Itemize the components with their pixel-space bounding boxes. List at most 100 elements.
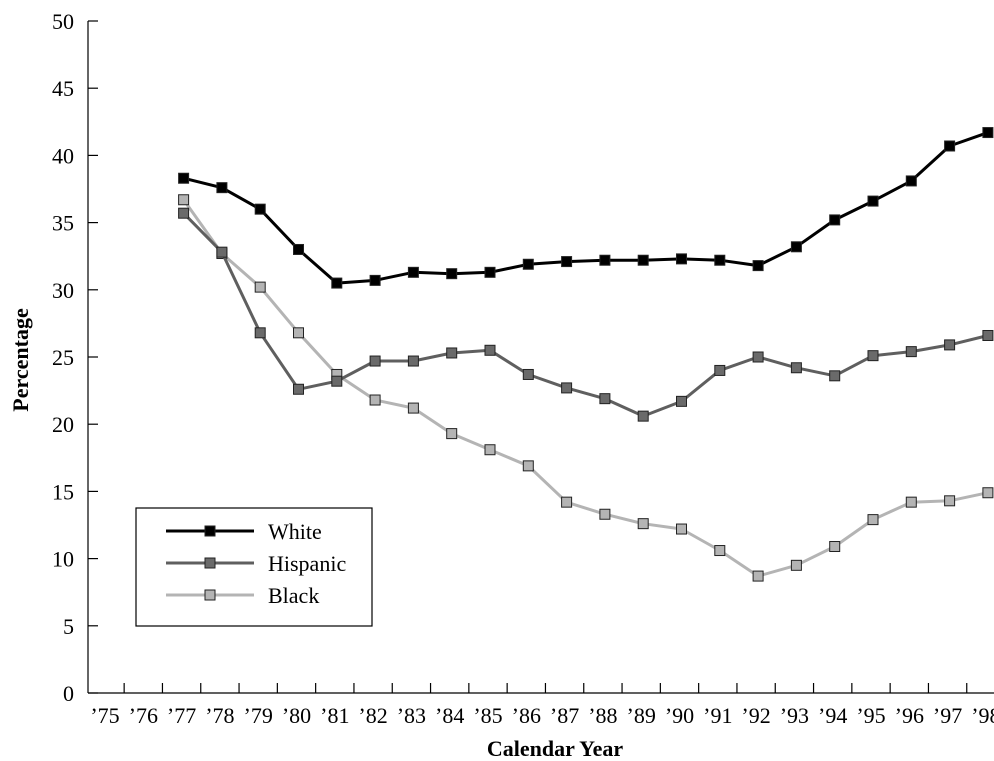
- x-tick-label: ’78: [205, 703, 234, 728]
- data-point-hispanic: [867, 350, 879, 362]
- legend-box: [135, 507, 373, 627]
- data-point-hispanic: [484, 344, 496, 356]
- data-point-white: [331, 277, 343, 289]
- legend-label-black: Black: [268, 583, 319, 608]
- y-tick-label: 50: [52, 9, 74, 34]
- y-axis-title: Percentage: [8, 308, 33, 412]
- data-point-black: [752, 570, 764, 582]
- data-point-hispanic: [905, 346, 917, 358]
- x-tick-label: ’88: [588, 703, 617, 728]
- data-point-black: [522, 460, 534, 472]
- y-tick-label: 35: [52, 211, 74, 236]
- legend-marker-black: [204, 589, 216, 601]
- y-tick-label: 45: [52, 76, 74, 101]
- data-point-hispanic: [982, 329, 994, 341]
- y-tick-label: 10: [52, 547, 74, 572]
- data-point-white: [676, 253, 687, 265]
- x-tick-label: ’91: [703, 703, 732, 728]
- data-point-hispanic: [714, 364, 726, 376]
- data-point-white: [216, 182, 228, 194]
- data-point-white: [790, 241, 802, 253]
- y-axis-ticks: 0 5 10 15 20 25 30 35 40 45 50: [52, 9, 98, 706]
- data-point-black: [293, 327, 304, 339]
- data-point-black: [790, 559, 802, 571]
- x-tick-label: ’82: [358, 703, 387, 728]
- data-point-hispanic: [369, 355, 381, 367]
- legend-label-hispanic: Hispanic: [268, 551, 346, 576]
- data-point-black: [676, 523, 687, 535]
- data-point-hispanic: [331, 375, 343, 387]
- data-point-white: [944, 140, 956, 152]
- data-point-hispanic: [216, 246, 228, 258]
- data-point-black: [867, 514, 879, 526]
- data-point-hispanic: [637, 410, 649, 422]
- data-point-black: [637, 518, 649, 530]
- x-tick-label: ’98: [971, 703, 994, 728]
- legend-label-white: White: [268, 519, 322, 544]
- data-point-hispanic: [829, 370, 841, 382]
- data-point-hispanic: [790, 362, 802, 374]
- data-point-black: [369, 394, 381, 406]
- data-point-white: [829, 214, 841, 226]
- data-point-black: [561, 496, 573, 508]
- legend-marker-hispanic: [204, 557, 216, 569]
- x-tick-label: ’90: [665, 703, 694, 728]
- data-point-black: [944, 495, 956, 507]
- x-tick-label: ’86: [512, 703, 541, 728]
- data-point-hispanic: [178, 207, 190, 219]
- data-point-white: [561, 256, 573, 268]
- data-point-black: [484, 444, 496, 456]
- data-point-white: [369, 274, 381, 286]
- data-point-hispanic: [752, 351, 764, 363]
- data-point-white: [178, 172, 190, 184]
- data-point-hispanic: [676, 395, 687, 407]
- data-point-white: [293, 243, 304, 255]
- y-tick-label: 15: [52, 479, 74, 504]
- data-point-hispanic: [944, 339, 956, 351]
- x-tick-label: ’96: [895, 703, 924, 728]
- y-tick-label: 5: [63, 614, 74, 639]
- y-tick-label: 20: [52, 412, 74, 437]
- data-point-white: [905, 175, 917, 187]
- data-point-black: [599, 508, 611, 520]
- data-point-white: [446, 268, 458, 280]
- x-tick-label: ’97: [933, 703, 962, 728]
- data-point-white: [522, 258, 534, 270]
- legend-marker-white: [204, 525, 216, 537]
- data-point-hispanic: [446, 347, 458, 359]
- x-tick-label: ’92: [741, 703, 770, 728]
- x-tick-label: ’81: [320, 703, 349, 728]
- data-point-black: [254, 281, 266, 293]
- data-point-hispanic: [522, 368, 534, 380]
- y-tick-label: 40: [52, 143, 74, 168]
- x-tick-label: ’89: [627, 703, 656, 728]
- series-line-hispanic: [182, 212, 989, 418]
- data-point-hispanic: [599, 393, 611, 405]
- data-point-white: [599, 254, 611, 266]
- data-point-white: [637, 254, 649, 266]
- series-line-black: [182, 198, 989, 578]
- x-tick-label: ’77: [167, 703, 196, 728]
- x-tick-label: ’95: [856, 703, 885, 728]
- data-point-hispanic: [407, 355, 419, 367]
- data-point-black: [905, 496, 917, 508]
- data-point-white: [982, 127, 994, 139]
- data-point-white: [484, 266, 496, 278]
- y-tick-label: 30: [52, 278, 74, 303]
- x-tick-label: ’93: [780, 703, 809, 728]
- series-line-white: [183, 131, 989, 285]
- data-point-white: [407, 266, 419, 278]
- series-layer: [178, 127, 994, 582]
- data-point-white: [752, 260, 764, 272]
- x-tick-label: ’76: [129, 703, 158, 728]
- x-axis-title: Calendar Year: [487, 736, 624, 761]
- x-tick-label: ’80: [282, 703, 311, 728]
- y-tick-label: 25: [52, 345, 74, 370]
- x-tick-label: ’83: [397, 703, 426, 728]
- data-point-black: [714, 545, 726, 557]
- x-tick-label: ’87: [550, 703, 579, 728]
- x-tick-label: ’75: [90, 703, 119, 728]
- x-tick-label: ’84: [435, 703, 464, 728]
- data-point-black: [446, 428, 458, 440]
